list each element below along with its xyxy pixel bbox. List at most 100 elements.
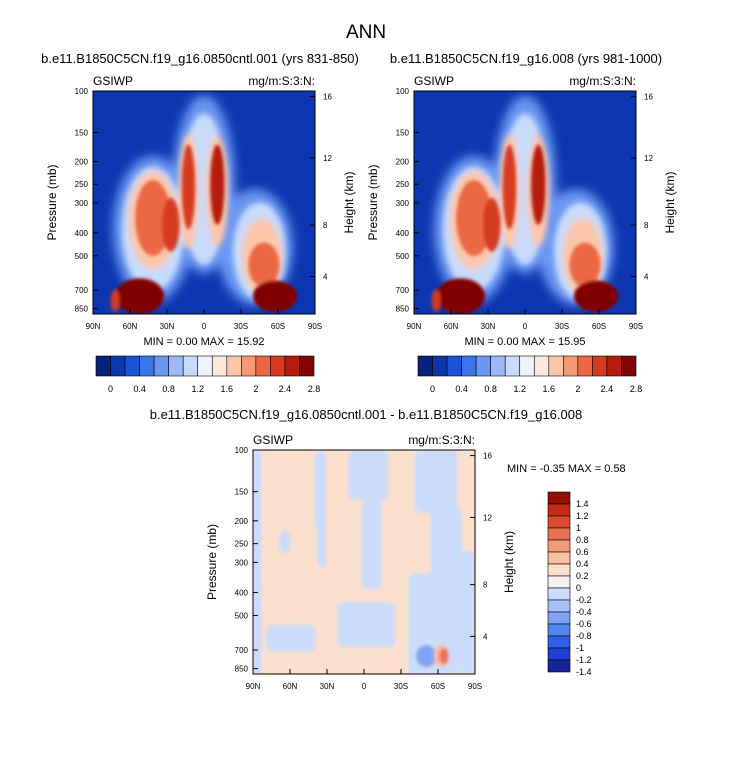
colorbar: 0 0.4 0.8 1.2 1.6 2 2.4 2.8	[417, 355, 643, 394]
y-right-tick-label: 16	[323, 93, 332, 102]
panel-case: b.e11.B1850C5CN.f19_g16.008 (yrs 981-100…	[366, 51, 677, 394]
contour-fill	[531, 144, 546, 225]
y-tick-label: 150	[235, 488, 249, 497]
y-tick-label: 150	[396, 128, 410, 137]
variable-label: GSIWP	[93, 74, 133, 88]
colorbar-swatch	[168, 355, 184, 377]
contour-fill	[337, 602, 396, 648]
colorbar-label: 1.6	[543, 384, 556, 394]
colorbar-label: 0.8	[576, 535, 589, 545]
x-tick-label: 90N	[86, 322, 101, 331]
contour-fill	[110, 289, 120, 312]
colorbar-swatch	[533, 355, 550, 377]
x-tick-label: 30N	[481, 322, 496, 331]
colorbar-swatch	[432, 355, 448, 377]
heatmap-field	[414, 91, 636, 314]
x-tick-label: 0	[523, 322, 528, 331]
colorbar-label: 1.2	[191, 384, 204, 394]
y-tick-label: 150	[75, 128, 89, 137]
y-right-tick-label: 16	[483, 452, 492, 461]
colorbar-label: 2.8	[630, 384, 643, 394]
units-label: mg/m:S:3:N:	[248, 74, 315, 88]
colorbar-swatch	[270, 355, 286, 377]
heatmap-field	[93, 91, 315, 314]
heatmap-field	[253, 450, 475, 674]
y-tick-label: 200	[235, 517, 249, 526]
colorbar-label: 1	[576, 523, 581, 533]
contour-fill	[439, 648, 449, 664]
colorbar-label: -1.2	[576, 655, 592, 665]
y-axis-title: Pressure (mb)	[45, 164, 59, 240]
contour-fill	[436, 278, 486, 314]
y-tick-label: 300	[235, 558, 249, 567]
colorbar: 1.4 1.2 1 0.8 0.6 0.4 0.2 0 -0.2 -0.4 -0.6 -0.8 -1 -1…	[547, 491, 592, 677]
y-tick-label: 500	[75, 252, 89, 261]
colorbar-label: 0.2	[576, 571, 589, 581]
colorbar-label: -0.4	[576, 607, 592, 617]
y-right-tick-label: 16	[644, 93, 653, 102]
contour-fill	[135, 180, 171, 257]
colorbar-label: 0	[576, 583, 581, 593]
x-tick-label: 30N	[160, 322, 175, 331]
contour-fill	[161, 198, 180, 252]
contour-fill	[279, 530, 291, 554]
y-tick-label: 400	[75, 229, 89, 238]
contour-fill	[315, 450, 327, 529]
x-tick-label: 90S	[468, 682, 482, 691]
colorbar-swatch	[606, 355, 622, 377]
colorbar-label: -1.4	[576, 667, 592, 677]
panel-control: b.e11.B1850C5CN.f19_g16.0850cntl.001 (yr…	[41, 51, 359, 394]
colorbar-label: 0.4	[576, 559, 589, 569]
y-right-tick-label: 8	[483, 581, 488, 590]
colorbar-swatch	[182, 355, 199, 377]
colorbar-swatch	[490, 355, 506, 377]
colorbar-label: 2.4	[279, 384, 292, 394]
contour-fill	[573, 280, 619, 312]
colorbar-swatch	[547, 551, 571, 565]
x-tick-label: 90N	[407, 322, 422, 331]
x-tick-label: 90S	[629, 322, 643, 331]
y-tick-label: 100	[235, 446, 249, 455]
colorbar-label: 0	[430, 384, 435, 394]
x-tick-label: 60S	[592, 322, 606, 331]
y-right-tick-label: 4	[483, 632, 488, 641]
x-tick-label: 30S	[555, 322, 569, 331]
y-tick-label: 200	[396, 157, 410, 166]
y-tick-label: 400	[396, 229, 410, 238]
colorbar-label: 1.2	[576, 511, 589, 521]
y-right-tick-label: 4	[644, 273, 649, 282]
colorbar-label: -0.2	[576, 595, 592, 605]
y-right-tick-label: 12	[644, 154, 653, 163]
x-tick-label: 0	[362, 682, 367, 691]
colorbar-label: 0.6	[576, 547, 589, 557]
colorbar-swatch	[547, 587, 571, 601]
colorbar-swatch	[547, 563, 571, 577]
contour-fill	[317, 517, 327, 567]
colorbar-swatch	[592, 355, 608, 377]
colorbar-swatch	[547, 611, 571, 625]
colorbar-swatch	[577, 355, 593, 377]
y-tick-label: 300	[75, 199, 89, 208]
colorbar-swatch	[548, 355, 564, 377]
colorbar-label: 0.4	[455, 384, 468, 394]
colorbar-label: 2	[575, 384, 580, 394]
colorbar-label: 1.4	[576, 499, 589, 509]
y-tick-label: 850	[235, 665, 249, 674]
colorbar-swatch	[124, 355, 140, 377]
colorbar-swatch	[547, 659, 571, 673]
y-axis-title: Pressure (mb)	[366, 164, 380, 240]
x-tick-label: 60S	[431, 682, 445, 691]
y-tick-label: 250	[396, 180, 410, 189]
colorbar-swatch	[563, 355, 579, 377]
colorbar-swatch	[621, 355, 637, 377]
colorbar: 0 0.4 0.8 1.2 1.6 2 2.4 2.8	[95, 355, 320, 394]
colorbar-label: 2	[253, 384, 258, 394]
colorbar-swatch	[547, 599, 571, 613]
colorbar-swatch	[110, 355, 126, 377]
y-axis-title: Pressure (mb)	[205, 524, 219, 600]
x-tick-label: 30N	[320, 682, 335, 691]
y-tick-label: 700	[235, 646, 249, 655]
y-tick-label: 300	[396, 199, 410, 208]
colorbar-swatch	[226, 355, 242, 377]
